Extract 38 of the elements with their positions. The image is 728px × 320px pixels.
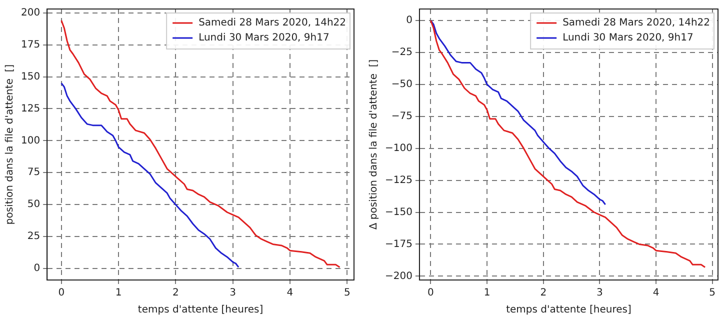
y-tick-label: −150 [384,206,412,218]
x-tick-label: 2 [540,288,547,299]
y-tick-label: 100 [20,135,40,146]
x-tick-label: 1 [484,288,490,299]
x-tick-label: 5 [344,288,350,299]
y-tick-label: −75 [391,110,412,122]
x-tick-label: 5 [709,288,716,299]
y-axis-title: position dans la file d'attente [] [4,64,16,225]
legend-label: Lundi 30 Mars 2020, 9h17 [198,32,330,44]
y-tick-label: 150 [20,71,40,82]
y-tick-label: −200 [384,270,412,282]
y-tick-label: 50 [27,199,40,210]
y-tick-label: −100 [384,142,412,154]
y-tick-label: 25 [27,231,40,242]
y-tick-label: −125 [384,174,412,186]
y-tick-label: 75 [27,167,40,178]
x-tick-label: 0 [58,288,65,299]
x-tick-label: 1 [115,288,122,299]
x-tick-label: 4 [286,288,294,299]
y-tick-label: −25 [391,47,412,58]
legend-label: Lundi 30 Mars 2020, 9h17 [562,32,694,44]
x-tick-label: 3 [596,288,603,299]
x-axis-title: temps d'attente [heures] [506,304,632,316]
y-axis-title: Δ position dans la file d'attente [] [368,59,380,230]
x-tick-label: 3 [230,288,236,299]
legend-label: Samedi 28 Mars 2020, 14h22 [562,18,710,29]
y-tick-label: 0 [34,263,40,274]
y-tick-label: 175 [20,39,40,50]
y-tick-label: 0 [406,15,412,26]
y-tick-label: −175 [384,238,412,250]
x-axis-title: temps d'attente [heures] [138,304,264,316]
legend-label: Samedi 28 Mars 2020, 14h22 [198,18,346,29]
y-tick-label: −50 [391,79,412,90]
x-tick-label: 4 [652,288,660,299]
y-tick-label: 200 [20,7,40,18]
y-tick-label: 125 [20,103,40,114]
x-tick-label: 0 [428,288,434,299]
x-tick-label: 2 [172,288,179,299]
